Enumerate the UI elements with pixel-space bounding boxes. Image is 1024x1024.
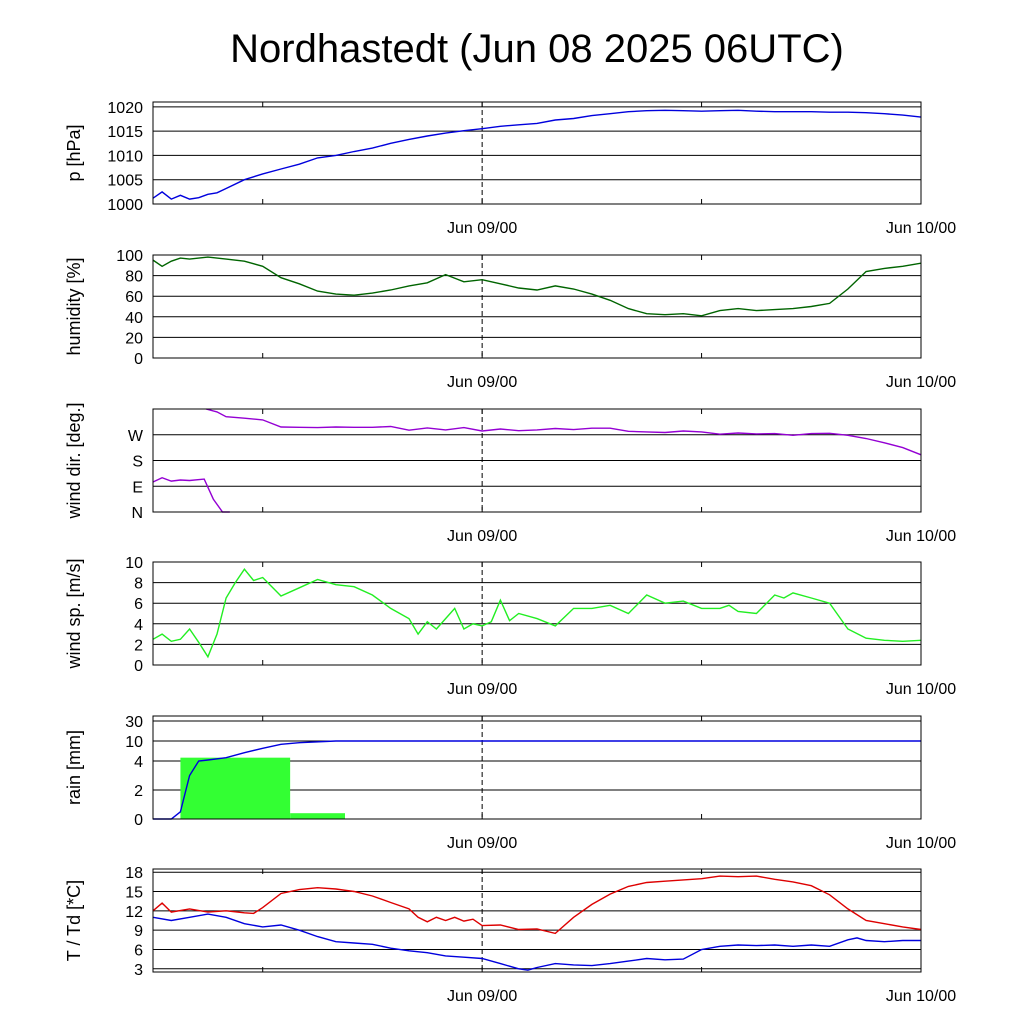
y-tick-label: 6 — [134, 942, 143, 959]
y-axis-label: wind dir. [deg.] — [64, 402, 84, 519]
x-tick-label: Jun 09/00 — [447, 988, 517, 1005]
plot-frame — [152, 561, 922, 666]
y-tick-label: 20 — [125, 330, 143, 347]
y-tick-label: 6 — [134, 596, 143, 613]
plot-frame — [152, 254, 922, 359]
series-line-wind_dir — [205, 408, 921, 456]
panel-pressure: 1000 1005 1010 1015 1020 Jun 09/00 Jun 10/00 p … — [64, 100, 956, 237]
y-tick-label: 80 — [125, 269, 143, 286]
y-tick-label: 1015 — [107, 124, 143, 141]
series-line-pressure — [153, 109, 921, 200]
chart-title: Nordhastedt (Jun 08 2025 06UTC) — [230, 27, 844, 71]
x-tick-label: Jun 09/00 — [447, 220, 517, 237]
y-tick-label: 3 — [134, 962, 143, 979]
y-axis-label: T / Td [*C] — [64, 880, 84, 961]
x-tick-label: Jun 09/00 — [447, 374, 517, 391]
rain-bar — [290, 813, 345, 819]
y-tick-label: 100 — [116, 248, 143, 265]
plot-frame — [152, 868, 922, 973]
series-line-wind_dir — [153, 476, 230, 513]
y-tick-label: 4 — [134, 617, 143, 634]
y-tick-label: W — [128, 428, 144, 445]
rain-bar — [180, 757, 291, 819]
y-tick-label: 1020 — [107, 100, 143, 117]
x-tick-label: Jun 10/00 — [886, 220, 956, 237]
y-tick-label: 15 — [125, 885, 143, 902]
plot-frame — [152, 101, 922, 205]
y-tick-label: 0 — [134, 658, 143, 675]
series-line-dewpoint — [153, 913, 921, 971]
panel-temperature: 3 6 9 12 15 18 Jun 09/00 Jun 10/00 T / Td [*C] — [64, 865, 956, 1005]
series-line-wind_speed — [153, 568, 921, 659]
y-tick-label: 18 — [125, 865, 143, 882]
panel-wind-speed: 0 2 4 6 8 10 Jun 09/00 Jun 10/00 wind sp. [m/s] — [64, 555, 956, 698]
x-tick-label: Jun 10/00 — [886, 988, 956, 1005]
y-tick-label: 1005 — [107, 173, 143, 190]
y-tick-label: S — [132, 454, 143, 471]
y-tick-label: 2 — [134, 783, 143, 800]
plot-frame — [152, 408, 922, 513]
y-axis-label: p [hPa] — [64, 124, 84, 181]
series-line-humidity — [153, 256, 921, 317]
series-line-rain_total — [153, 740, 921, 820]
y-axis-label: rain [mm] — [64, 730, 84, 805]
panel-humidity: 0 20 40 60 80 100 Jun 09/00 Jun 10/00 humidity [… — [64, 248, 956, 391]
y-tick-label: 0 — [134, 351, 143, 368]
x-tick-label: Jun 10/00 — [886, 835, 956, 852]
y-tick-label: 8 — [134, 576, 143, 593]
y-tick-label: 30 — [125, 714, 143, 731]
y-tick-label: 60 — [125, 289, 143, 306]
y-tick-label: 1000 — [107, 197, 143, 214]
y-tick-label: 4 — [134, 754, 143, 771]
y-tick-label: 12 — [125, 904, 143, 921]
x-tick-label: Jun 10/00 — [886, 528, 956, 545]
x-tick-label: Jun 09/00 — [447, 528, 517, 545]
y-tick-label: 40 — [125, 310, 143, 327]
x-tick-label: Jun 09/00 — [447, 835, 517, 852]
y-tick-label: 1010 — [107, 148, 143, 165]
panel-rain: 0 2 4 10 30 Jun 09/00 Jun 10/00 rain [mm] — [64, 714, 956, 852]
y-tick-label: N — [131, 505, 143, 522]
y-tick-label: 2 — [134, 637, 143, 654]
x-tick-label: Jun 09/00 — [447, 681, 517, 698]
plot-frame — [152, 715, 922, 820]
y-axis-label: wind sp. [m/s] — [64, 558, 84, 669]
series-line-temperature — [153, 875, 921, 935]
y-tick-label: 9 — [134, 923, 143, 940]
y-tick-label: 10 — [125, 734, 143, 751]
y-tick-label: 0 — [134, 812, 143, 829]
x-tick-label: Jun 10/00 — [886, 374, 956, 391]
y-axis-label: humidity [%] — [64, 257, 84, 355]
x-tick-label: Jun 10/00 — [886, 681, 956, 698]
y-tick-label: 10 — [125, 555, 143, 572]
y-tick-label: E — [132, 479, 143, 496]
